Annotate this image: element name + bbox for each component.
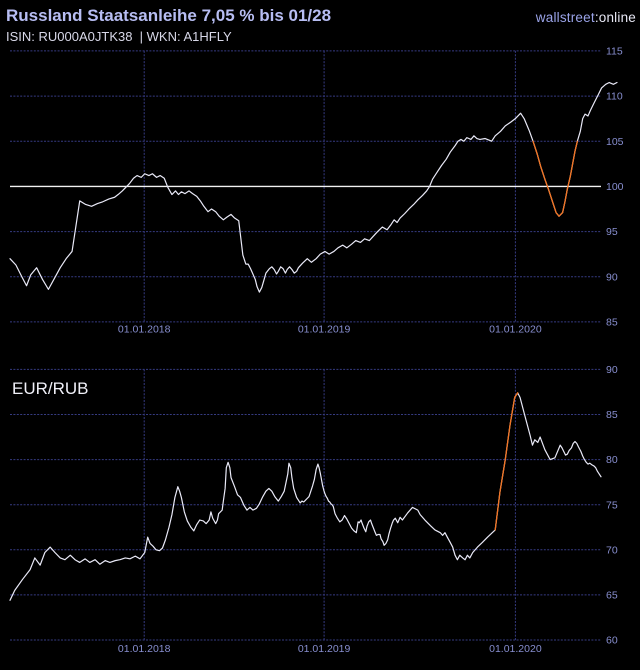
svg-text:95: 95 <box>606 226 618 238</box>
svg-text:105: 105 <box>606 136 624 148</box>
svg-text:85: 85 <box>606 409 618 421</box>
svg-text:EUR/RUB: EUR/RUB <box>12 379 89 398</box>
svg-text:75: 75 <box>606 499 618 511</box>
svg-text:01.01.2018: 01.01.2018 <box>118 324 171 336</box>
svg-text:60: 60 <box>606 635 618 647</box>
svg-text:01.01.2019: 01.01.2019 <box>298 324 351 336</box>
svg-text:01.01.2019: 01.01.2019 <box>298 643 351 655</box>
svg-text:65: 65 <box>606 590 618 602</box>
svg-text:90: 90 <box>606 271 618 283</box>
svg-text:100: 100 <box>606 181 624 193</box>
svg-text:01.01.2020: 01.01.2020 <box>489 324 542 336</box>
svg-text:01.01.2018: 01.01.2018 <box>118 643 171 655</box>
svg-text:01.01.2020: 01.01.2020 <box>489 643 542 655</box>
svg-text:90: 90 <box>606 364 618 376</box>
svg-text:110: 110 <box>606 91 623 103</box>
svg-text:115: 115 <box>606 46 623 58</box>
svg-text:80: 80 <box>606 454 618 466</box>
svg-text:85: 85 <box>606 317 618 329</box>
svg-text:70: 70 <box>606 544 618 556</box>
